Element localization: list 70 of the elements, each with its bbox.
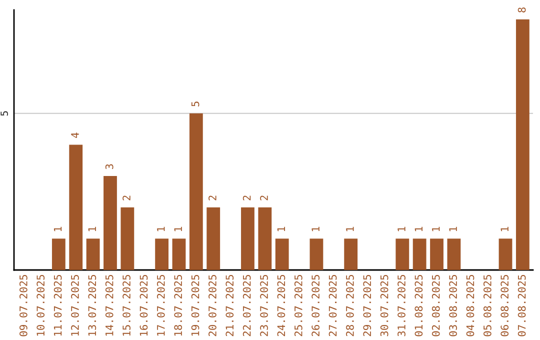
x-tick-label: 09.07.2025 <box>19 275 28 336</box>
x-tick-label: 11.07.2025 <box>54 275 62 336</box>
data-label: 1 <box>157 226 165 232</box>
x-tick-label: 01.08.2025 <box>414 275 423 336</box>
data-label: 1 <box>54 226 62 232</box>
x-tick-label: 19.07.2025 <box>191 275 200 336</box>
x-tick-label: 29.07.2025 <box>363 275 372 336</box>
data-label: 8 <box>518 8 526 12</box>
bar <box>310 238 324 270</box>
x-tick-label: 22.07.2025 <box>242 275 251 336</box>
x-tick-label: 13.07.2025 <box>88 275 96 336</box>
data-label: 1 <box>346 226 354 232</box>
x-tick-label: 16.07.2025 <box>140 275 148 336</box>
x-tick-label: 05.08.2025 <box>483 275 492 336</box>
x-tick-label: 23.07.2025 <box>260 275 268 336</box>
bar <box>86 238 100 270</box>
x-tick-label: 31.07.2025 <box>398 275 406 336</box>
bar <box>120 207 134 270</box>
x-tick-label: 12.07.2025 <box>71 275 79 336</box>
data-label: 1 <box>500 226 508 232</box>
bar <box>69 144 83 270</box>
bar <box>258 207 272 270</box>
x-tick-label: 10.07.2025 <box>36 275 45 336</box>
x-tick-label: 02.08.2025 <box>432 275 440 336</box>
bar <box>155 238 168 270</box>
data-label: 2 <box>208 196 216 200</box>
data-label: 2 <box>242 196 251 200</box>
x-tick-label: 24.07.2025 <box>277 275 286 336</box>
x-tick-label: 15.07.2025 <box>122 275 130 336</box>
data-label: 1 <box>449 226 457 232</box>
bar <box>189 113 203 270</box>
bar <box>430 238 444 270</box>
data-label: 3 <box>105 164 114 170</box>
x-tick-label: 25.07.2025 <box>294 275 302 336</box>
bar <box>344 238 358 270</box>
bar <box>498 238 512 270</box>
bar <box>241 207 254 270</box>
data-label: 1 <box>88 226 96 232</box>
bar <box>516 19 530 270</box>
x-tick-label: 20.07.2025 <box>208 275 216 336</box>
data-label: 1 <box>312 226 320 232</box>
data-label: 1 <box>174 226 182 232</box>
data-label: 4 <box>71 132 79 138</box>
x-tick-label: 27.07.2025 <box>328 275 337 336</box>
data-label: 2 <box>260 196 268 200</box>
x-tick-label: 17.07.2025 <box>156 275 165 336</box>
x-tick-label: 03.08.2025 <box>449 275 457 336</box>
x-tick-label: 06.08.2025 <box>500 275 509 336</box>
data-label: 1 <box>277 226 285 232</box>
x-tick-label: 18.07.2025 <box>174 275 182 336</box>
x-tick-label: 26.07.2025 <box>312 275 320 336</box>
data-label: 1 <box>432 226 440 232</box>
data-label: 1 <box>414 226 422 232</box>
x-tick-label: 14.07.2025 <box>105 275 114 336</box>
bar <box>412 238 426 270</box>
x-tick-label: 30.07.2025 <box>380 275 388 336</box>
bar <box>52 238 66 270</box>
data-label: 2 <box>122 196 130 200</box>
data-label: 5 <box>191 102 200 106</box>
data-label: 1 <box>398 226 406 232</box>
x-tick-label: 04.08.2025 <box>466 275 474 336</box>
x-tick-label: 21.07.2025 <box>226 275 234 336</box>
bar <box>104 176 117 270</box>
bar <box>206 207 220 270</box>
bar <box>172 238 186 270</box>
bar <box>396 238 410 270</box>
bar <box>275 238 289 270</box>
x-tick-label: 07.08.2025 <box>518 275 526 336</box>
x-tick-label: 28.07.2025 <box>346 275 354 336</box>
bar <box>447 238 461 270</box>
